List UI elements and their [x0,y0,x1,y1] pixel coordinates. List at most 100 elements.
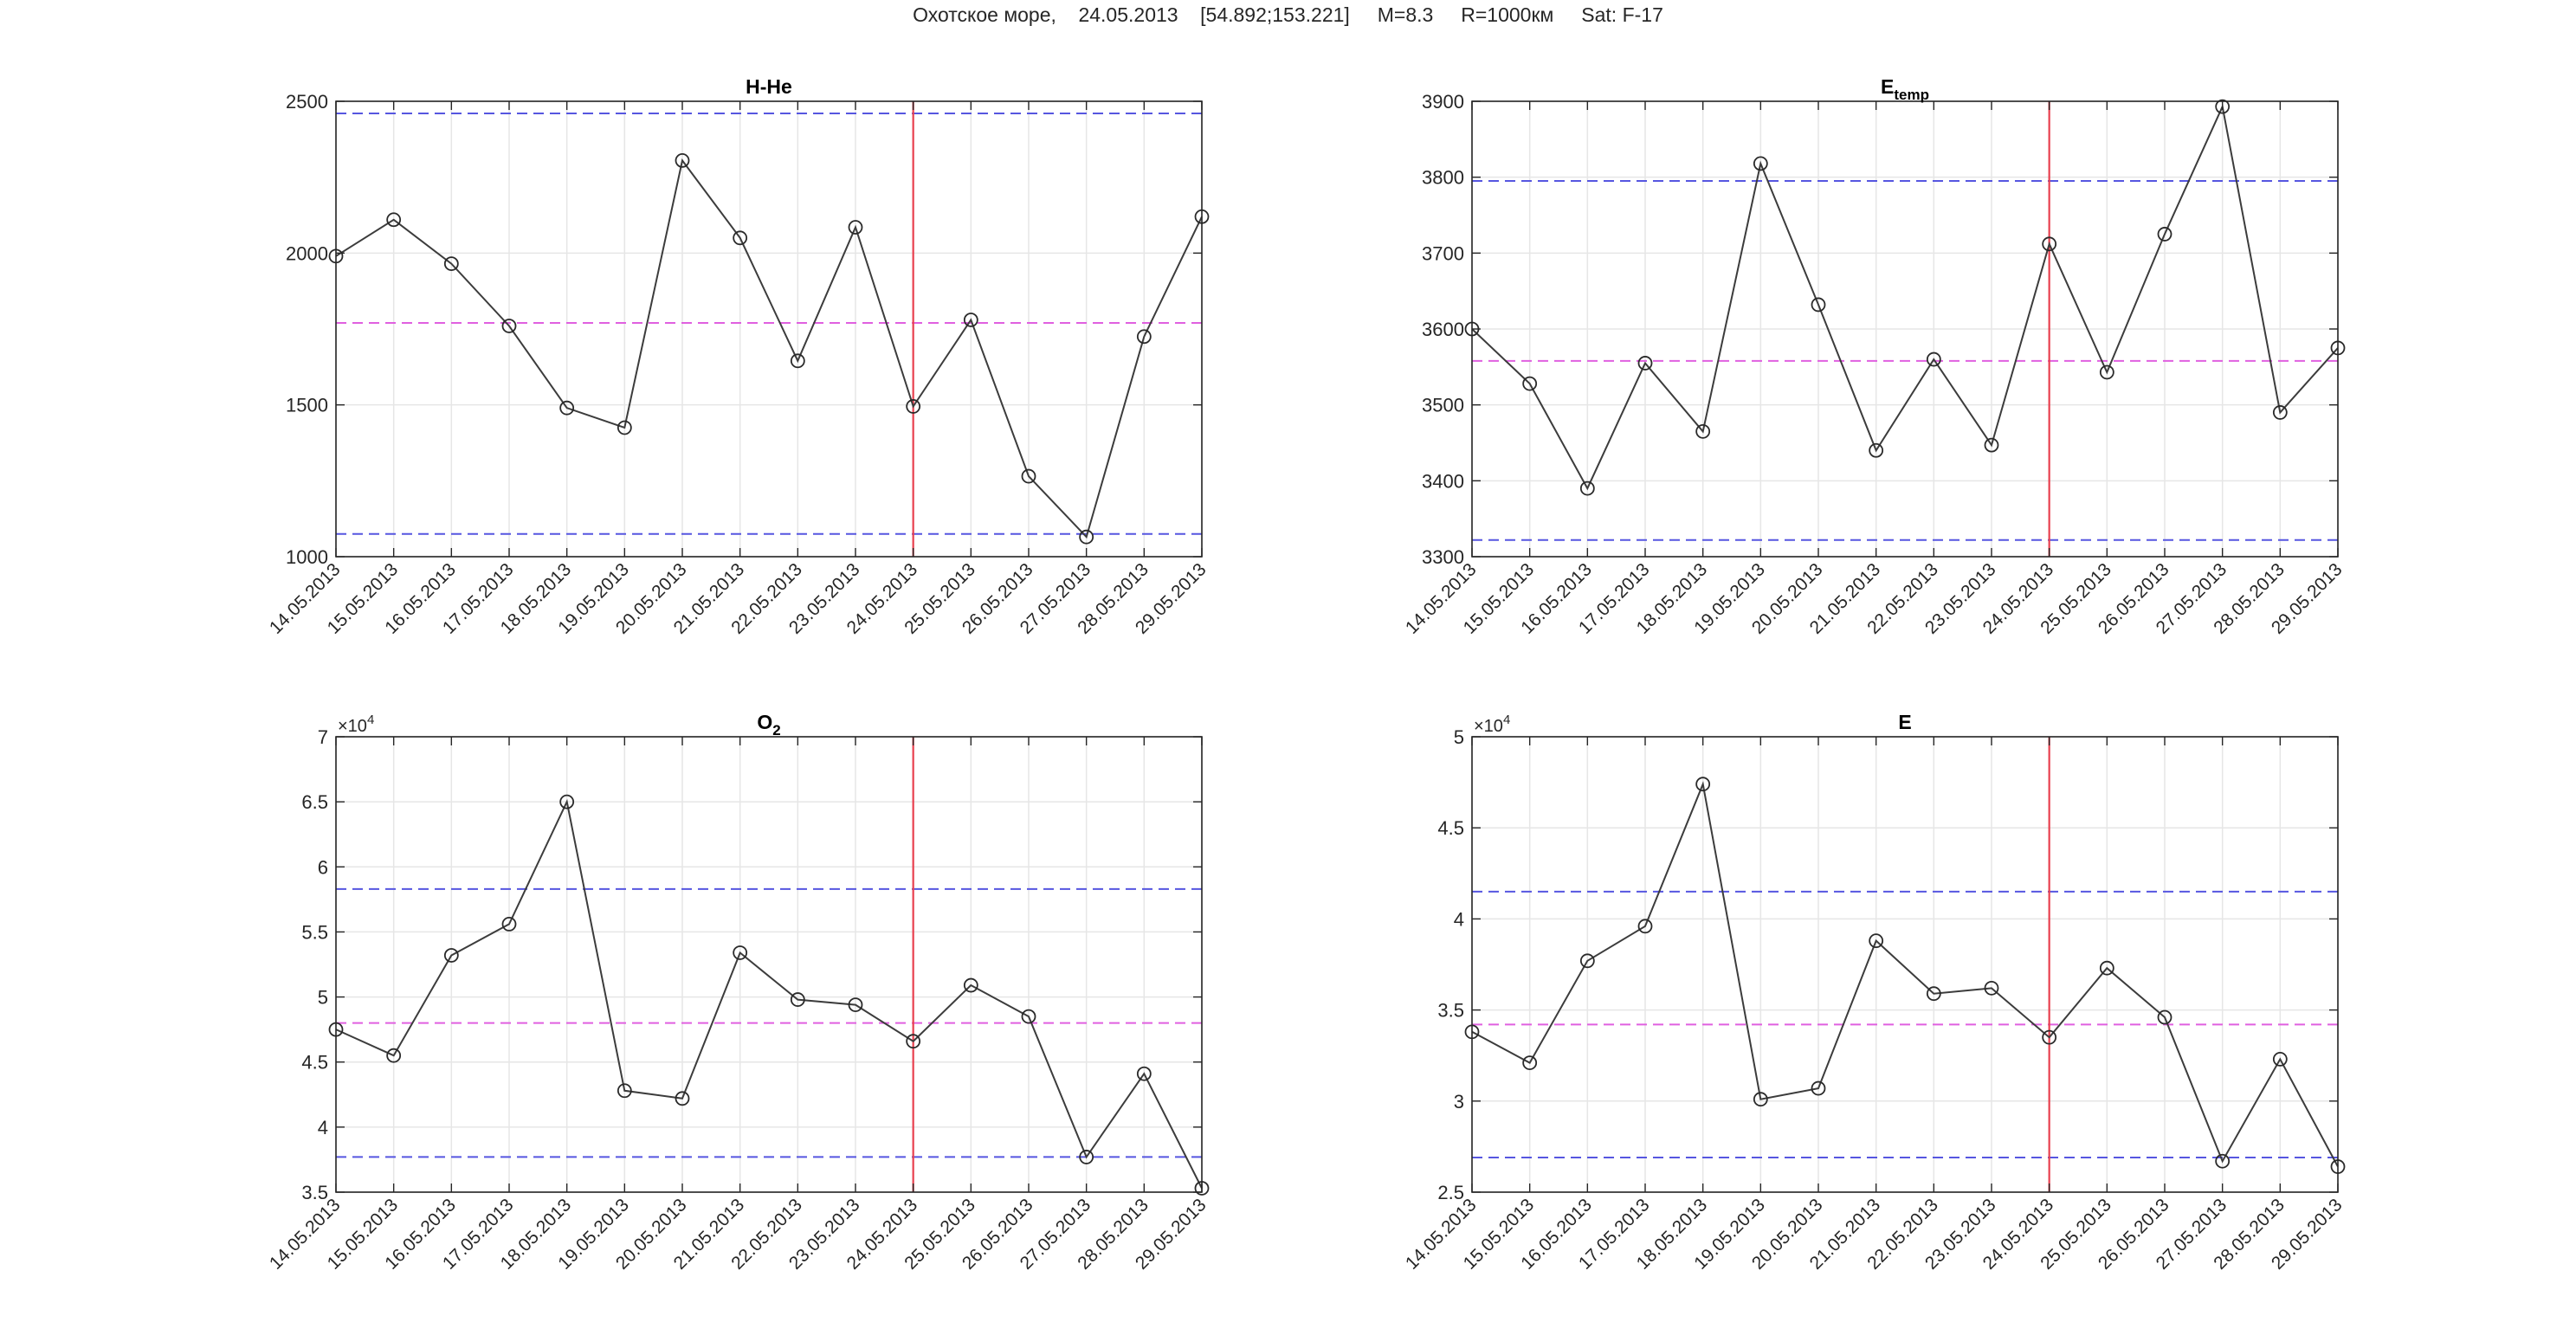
y-tick-label: 4 [318,1117,328,1138]
chart-panel: 3.544.555.566.5714.05.201315.05.201316.0… [266,711,1211,1274]
y-tick-label: 5.5 [301,921,328,943]
data-point-marker [1695,423,1711,439]
axis-exponent-base: ×10 [1474,717,1503,736]
data-point-marker [675,152,690,168]
series-line [1471,103,2339,491]
chart-title: Etemp [1881,75,1929,103]
data-point-marker [675,1091,690,1106]
series-line [1471,781,2339,1167]
y-tick-label: 7 [318,726,328,748]
y-tick-label: 2000 [286,242,328,264]
data-point-marker [733,945,748,960]
data-point-marker [790,992,805,1007]
data-point-marker [559,400,575,416]
y-tick-label: 6 [318,856,328,878]
data-point-marker [501,319,517,333]
data-point-marker [1021,1009,1036,1024]
data-point-marker [1021,468,1036,484]
data-point-marker [1079,529,1094,545]
data-point-marker [2272,405,2288,420]
data-point-marker [906,1034,921,1049]
data-point-marker [790,353,805,369]
data-point-marker [386,1048,402,1063]
figure-title: Охотское море, 24.05.2013 [54.892;153.22… [913,3,1663,26]
axes-box [335,100,1203,558]
data-point-marker [1869,442,1884,458]
data-point-marker [443,948,459,963]
data-point-marker [1753,1092,1768,1107]
data-point-marker [443,256,459,272]
chart-title-main: O [757,711,772,733]
plot-area [336,737,1202,1192]
y-tick-label: 1000 [286,546,328,568]
axes-box [1471,736,2339,1193]
chart-title: O2 [757,711,780,738]
y-tick-label: 4.5 [1437,817,1464,839]
data-point-marker [1522,1055,1538,1071]
y-tick-label: 3300 [1422,546,1464,568]
data-point-marker [2042,1029,2057,1045]
data-point-marker [2042,236,2057,252]
axis-exponent-power: 4 [367,713,374,727]
data-point-marker [2215,99,2231,114]
y-tick-label: 3.5 [1437,1000,1464,1022]
chart-title-main: H-He [746,75,792,98]
y-tick-label: 5 [1454,726,1464,748]
data-point-marker [848,220,863,235]
data-point-marker [1579,480,1595,496]
chart-panel: 330034003500360037003800390014.05.201315… [1402,75,2347,638]
axis-exponent-power: 4 [1503,713,1510,727]
data-point-marker [1753,156,1768,171]
y-tick-label: 2500 [286,91,328,113]
chart-title-subscript: temp [1894,87,1929,103]
chart-title-main: E [1881,75,1894,98]
data-point-marker [1926,986,1941,1002]
data-point-marker [2099,960,2114,976]
data-point-marker [1136,1066,1152,1081]
y-tick-label: 4 [1454,908,1464,930]
data-point-marker [1984,437,1999,453]
data-point-marker [2157,227,2172,242]
data-point-marker [1811,297,1826,313]
y-tick-label: 3700 [1422,242,1464,264]
chart-title-subscript: 2 [772,722,780,738]
data-point-marker [2272,1052,2288,1067]
y-tick-label: 3800 [1422,167,1464,189]
chart-title: E [1898,711,1911,733]
y-tick-label: 1500 [286,395,328,416]
y-tick-label: 3500 [1422,395,1464,416]
data-point-marker [733,230,748,246]
data-point-marker [963,977,978,993]
y-tick-label: 3400 [1422,470,1464,492]
data-point-marker [1079,1150,1094,1164]
data-point-marker [1522,376,1538,391]
axis-exponent-base: ×10 [338,717,367,736]
data-point-marker [1695,777,1711,792]
chart-title: H-He [746,75,792,98]
plot-area [1472,737,2338,1192]
chart-title-main: E [1898,711,1911,733]
data-point-marker [1811,1080,1826,1096]
data-point-marker [2099,364,2114,380]
data-point-marker [906,399,921,414]
y-tick-label: 3.5 [301,1182,328,1203]
data-point-marker [1869,933,1884,949]
series-line [335,158,1203,539]
data-point-marker [501,917,517,932]
axes-box [335,736,1203,1193]
y-tick-label: 5 [318,987,328,1009]
y-tick-label: 6.5 [301,791,328,813]
data-point-marker [1984,980,1999,996]
data-point-marker [2157,1009,2172,1025]
data-point-marker [2215,1153,2231,1169]
data-point-marker [617,1083,632,1099]
data-point-marker [848,997,863,1012]
data-point-marker [559,794,575,809]
plot-area [336,101,1202,557]
y-tick-label: 4.5 [301,1052,328,1074]
chart-panel: 100015002000250014.05.201315.05.201316.0… [266,75,1211,638]
axis-exponent: ×104 [1474,713,1510,736]
data-point-marker [1136,329,1152,345]
series-line [335,798,1203,1189]
